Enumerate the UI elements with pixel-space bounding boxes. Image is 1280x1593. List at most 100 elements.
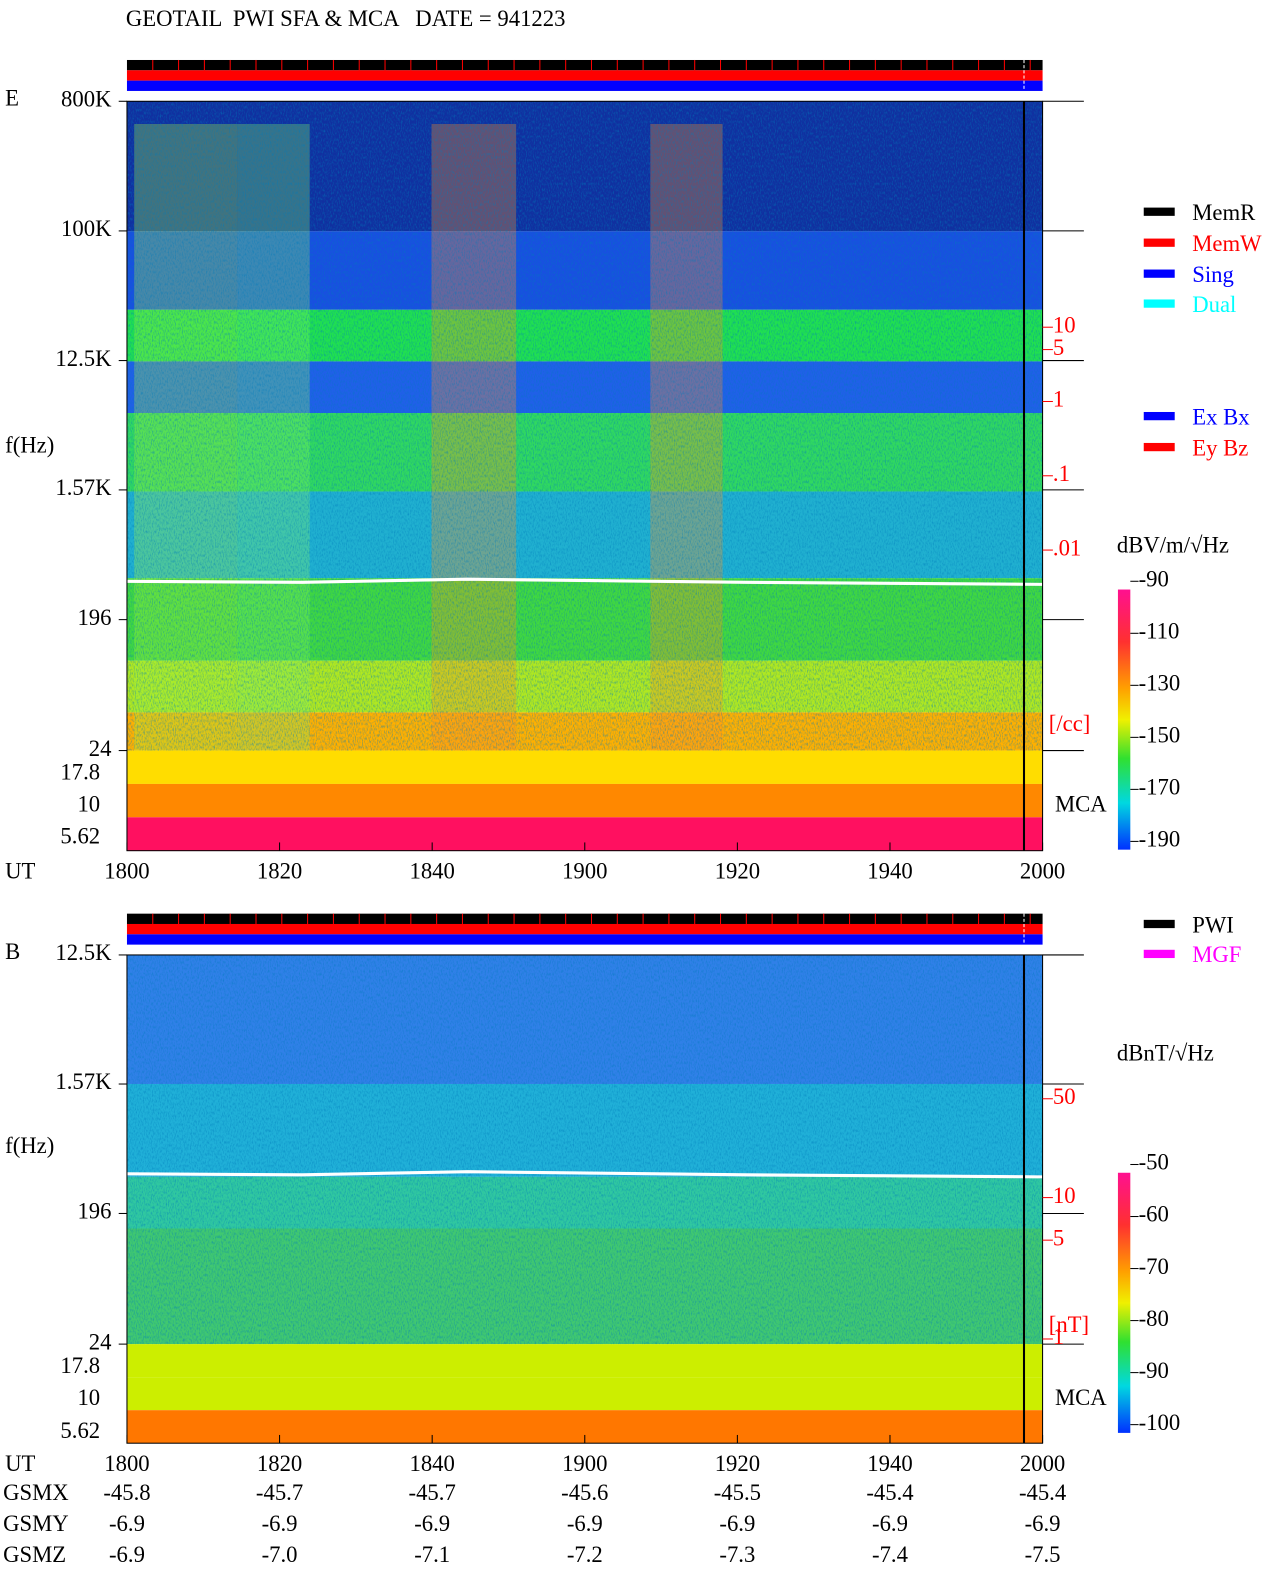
status-bar <box>126 70 1043 81</box>
colorbar-tick-label: -130 <box>1139 671 1181 696</box>
orbit-label: GSMY <box>3 1511 69 1536</box>
x-tick-label: 1900 <box>562 859 607 884</box>
y-tick-label: 1.57K <box>55 475 112 500</box>
legend-swatch <box>1143 299 1175 308</box>
x-tick-label: 1940 <box>867 1451 912 1476</box>
orbit-value: -7.5 <box>1025 1542 1061 1567</box>
colorbar-title: dBnT/√Hz <box>1117 1040 1214 1065</box>
legend-label: Dual <box>1192 292 1236 317</box>
legend-label: Ex Bx <box>1192 404 1250 429</box>
orbit-value: -6.9 <box>262 1511 298 1536</box>
orbit-value: -7.3 <box>719 1542 755 1567</box>
orbit-value: -45.6 <box>561 1480 608 1505</box>
colorbar-tick-label: -90 <box>1139 1358 1169 1383</box>
y-tick-label: 12.5K <box>55 940 112 965</box>
orbit-value: -45.8 <box>103 1480 150 1505</box>
y-axis-label: f(Hz) <box>5 432 54 457</box>
mca-channel-label: 5.62 <box>60 1418 100 1443</box>
status-bar <box>126 80 1043 91</box>
y-tick-label: 196 <box>77 1199 111 1224</box>
colorbar-tick-label: -70 <box>1139 1254 1169 1279</box>
legend-swatch <box>1143 919 1175 929</box>
orbit-value: -45.5 <box>714 1480 761 1505</box>
y-axis-label: f(Hz) <box>5 1133 54 1158</box>
orbit-value: -7.0 <box>262 1542 298 1567</box>
y-tick-label: 800K <box>61 86 112 111</box>
legend-swatch <box>1143 949 1175 959</box>
orbit-label: GSMZ <box>3 1542 66 1567</box>
orbit-value: -6.9 <box>109 1542 145 1567</box>
chart-title: GEOTAIL PWI SFA & MCA DATE = 941223 <box>126 6 566 31</box>
colorbar-tick-label: -190 <box>1139 827 1181 852</box>
y-tick-label: 100K <box>61 216 112 241</box>
y2-tick-label: 5 <box>1053 335 1064 360</box>
colorbar-tick-label: -80 <box>1139 1306 1169 1331</box>
y2-tick-label: .01 <box>1053 535 1081 560</box>
legend-label: MGF <box>1192 942 1241 967</box>
legend-swatch <box>1143 442 1175 452</box>
x-tick-label: 1840 <box>409 859 454 884</box>
x-tick-label: 2000 <box>1020 1451 1065 1476</box>
orbit-value: -45.4 <box>1019 1480 1066 1505</box>
mca-channel-label: 17.8 <box>60 1353 100 1378</box>
colorbar-tick-label: -170 <box>1139 775 1181 800</box>
x-tick-label: 1920 <box>715 859 760 884</box>
orbit-value: -6.9 <box>1025 1511 1061 1536</box>
y2-unit: [/cc] <box>1049 711 1091 736</box>
colorbar-title: dBV/m/√Hz <box>1117 532 1229 557</box>
orbit-value: -6.9 <box>109 1511 145 1536</box>
x-axis-label: UT <box>5 859 35 884</box>
x-tick-label: 1820 <box>257 1451 302 1476</box>
y-tick-label: 24 <box>89 1329 112 1354</box>
x-axis-label: UT <box>5 1451 35 1476</box>
legend-swatch <box>1143 269 1175 278</box>
colorbar-tick-label: -150 <box>1139 723 1181 748</box>
y-tick-label: 1.57K <box>55 1069 112 1094</box>
status-bar <box>126 913 1043 924</box>
colorbar-tick-label: -110 <box>1139 619 1180 644</box>
mca-label: MCA <box>1055 1385 1107 1410</box>
status-bar <box>126 59 1043 71</box>
legend-label: MemR <box>1192 200 1256 225</box>
x-tick-label: 1940 <box>867 859 912 884</box>
colorbar-tick-label: -100 <box>1139 1410 1181 1435</box>
fce-line <box>126 577 1043 586</box>
x-tick-label: 1800 <box>104 1451 149 1476</box>
y2-tick-label: 10 <box>1053 312 1076 337</box>
x-tick-label: 1920 <box>715 1451 760 1476</box>
legend-swatch <box>1143 207 1175 216</box>
legend-swatch <box>1143 411 1175 421</box>
x-tick-label: 1820 <box>257 859 302 884</box>
mca-channel-label: 10 <box>77 1385 100 1410</box>
y2-tick-label: 10 <box>1053 1183 1076 1208</box>
orbit-value: -6.9 <box>567 1511 603 1536</box>
orbit-value: -45.7 <box>409 1480 456 1505</box>
orbit-value: -45.4 <box>866 1480 913 1505</box>
mca-channel-label: 17.8 <box>60 760 100 785</box>
x-tick-label: 2000 <box>1020 859 1065 884</box>
mca-band <box>126 750 1043 784</box>
colorbar <box>1117 1172 1131 1433</box>
mca-label: MCA <box>1055 792 1107 817</box>
y2-tick-label: 1 <box>1053 387 1064 412</box>
status-bar <box>126 923 1043 935</box>
x-tick-label: 1800 <box>104 859 149 884</box>
y-tick-label: 196 <box>77 605 111 630</box>
y-tick-label: 24 <box>89 736 112 761</box>
orbit-value: -7.1 <box>414 1542 450 1567</box>
mca-channel-label: 5.62 <box>60 824 100 849</box>
status-bar <box>126 934 1043 945</box>
mca-band <box>126 1377 1043 1411</box>
colorbar <box>1117 589 1131 850</box>
y2-tick-label: 5 <box>1053 1225 1064 1250</box>
panel-label: B <box>5 939 20 964</box>
x-tick-label: 1840 <box>409 1451 454 1476</box>
colorbar-tick-label: -50 <box>1139 1150 1169 1175</box>
orbit-value: -7.4 <box>872 1542 908 1567</box>
fce-line <box>126 1170 1043 1179</box>
mca-band <box>126 783 1043 818</box>
mca-channel-label: 10 <box>77 792 100 817</box>
orbit-label: GSMX <box>3 1480 69 1505</box>
orbit-value: -45.7 <box>256 1480 303 1505</box>
